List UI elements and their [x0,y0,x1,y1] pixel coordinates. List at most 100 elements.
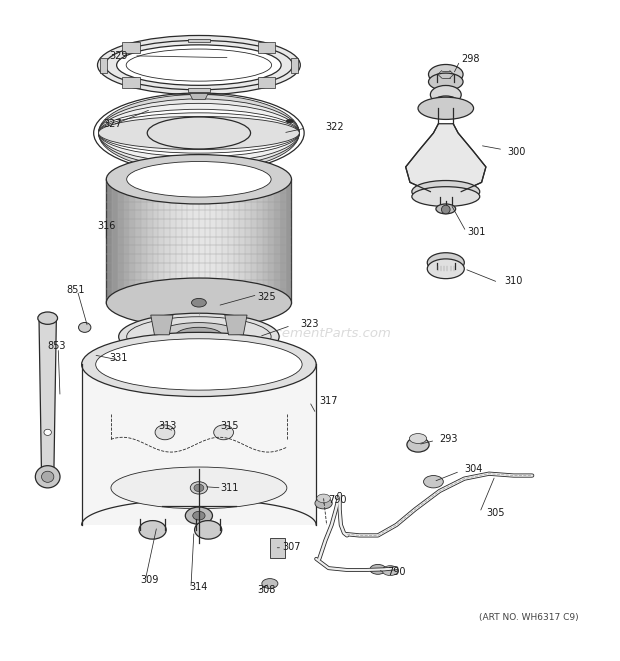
Text: 300: 300 [508,147,526,157]
Bar [257,179,262,303]
Bar [199,179,205,303]
Bar [118,179,123,303]
Ellipse shape [44,429,51,436]
Ellipse shape [139,521,166,539]
Ellipse shape [106,155,291,204]
Ellipse shape [194,485,204,492]
Ellipse shape [317,494,330,503]
Ellipse shape [155,425,175,440]
Bar [193,179,199,303]
Polygon shape [82,364,316,525]
Text: 317: 317 [319,397,338,407]
Ellipse shape [428,65,463,84]
Ellipse shape [433,96,458,108]
Ellipse shape [315,498,332,509]
Text: 305: 305 [486,508,505,518]
Text: 790: 790 [329,495,347,505]
Bar [147,179,153,303]
Ellipse shape [97,36,300,95]
Bar [153,179,158,303]
Text: 323: 323 [301,319,319,329]
Ellipse shape [38,312,58,325]
Ellipse shape [382,566,398,576]
Bar [164,179,170,303]
Ellipse shape [99,95,299,171]
Text: 790: 790 [387,567,405,578]
Ellipse shape [155,323,243,351]
Ellipse shape [412,180,480,203]
Ellipse shape [99,116,299,149]
Ellipse shape [195,521,222,539]
Ellipse shape [35,465,60,488]
Text: (ART NO. WH6317 C9): (ART NO. WH6317 C9) [479,613,579,622]
Bar [239,179,245,303]
Text: 309: 309 [140,576,159,586]
Text: 329: 329 [109,51,128,61]
Bar [187,179,193,303]
Text: eReplacementParts.com: eReplacementParts.com [229,327,391,340]
Polygon shape [151,315,173,335]
Bar [170,179,175,303]
Ellipse shape [436,204,456,214]
Text: 310: 310 [505,276,523,286]
Bar [270,538,285,558]
Bar [234,179,239,303]
Bar [182,179,187,303]
Ellipse shape [441,205,450,214]
Ellipse shape [407,438,429,452]
Ellipse shape [192,298,206,307]
Ellipse shape [118,313,279,360]
Ellipse shape [370,564,386,574]
Text: 298: 298 [461,54,480,64]
Text: 322: 322 [326,122,344,132]
Text: 314: 314 [190,582,208,592]
Bar [106,179,112,303]
Polygon shape [188,88,210,92]
Bar [123,179,130,303]
Bar [251,179,257,303]
Polygon shape [291,58,298,73]
Bar [135,179,141,303]
Polygon shape [257,42,275,54]
Text: 853: 853 [48,341,66,351]
Bar [130,179,135,303]
Ellipse shape [192,333,206,340]
Ellipse shape [427,259,464,279]
Polygon shape [188,38,210,42]
Text: 301: 301 [467,227,485,237]
Ellipse shape [423,475,443,488]
Polygon shape [225,315,247,335]
Text: 311: 311 [221,483,239,493]
Ellipse shape [99,113,299,153]
Bar [286,179,291,303]
Ellipse shape [99,103,299,163]
Text: 316: 316 [97,221,115,231]
Polygon shape [257,77,275,89]
Ellipse shape [79,323,91,332]
Ellipse shape [175,327,223,346]
Bar [280,179,286,303]
Polygon shape [122,77,140,89]
Text: 313: 313 [159,421,177,431]
Ellipse shape [117,45,281,85]
Text: 293: 293 [440,434,458,444]
Ellipse shape [430,85,461,104]
Bar [268,179,274,303]
Text: 327: 327 [104,119,122,129]
Ellipse shape [99,109,299,157]
Bar [112,179,118,303]
Bar [222,179,228,303]
Bar [158,179,164,303]
Bar [228,179,234,303]
Bar [274,179,280,303]
Text: 851: 851 [66,286,85,295]
Ellipse shape [409,434,427,444]
Ellipse shape [286,119,293,123]
Polygon shape [190,93,208,100]
Text: 304: 304 [464,465,483,475]
Ellipse shape [106,278,291,327]
Ellipse shape [185,507,213,524]
Ellipse shape [126,161,271,197]
Bar [141,179,147,303]
Text: 307: 307 [282,541,301,551]
